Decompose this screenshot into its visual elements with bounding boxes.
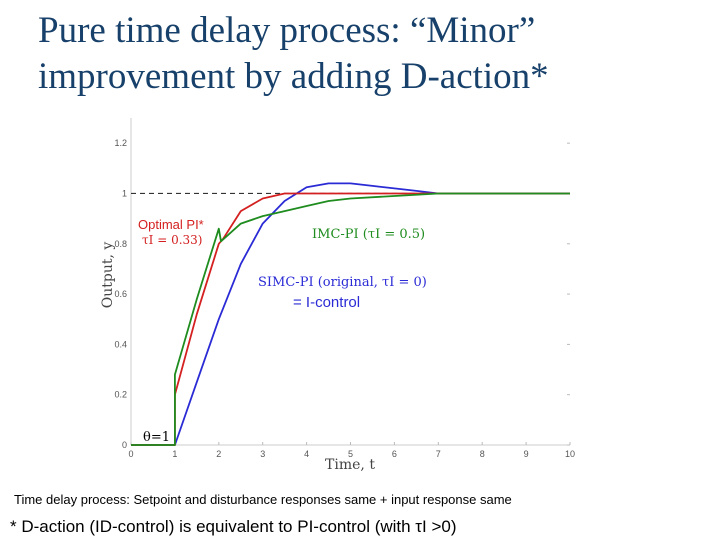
y-tick-label: 0.8 <box>114 239 127 249</box>
series-line-1 <box>131 192 570 446</box>
footnote: * D-action (ID-control) is equivalent to… <box>10 517 457 536</box>
x-tick-label: 4 <box>304 449 309 459</box>
annotation-simc-pi: SIMC-PI (original, τI = 0) <box>258 275 427 290</box>
slide-title: Pure time delay process: “Minor” improve… <box>38 8 698 100</box>
slide-title-line-1: Pure time delay process: “Minor” <box>38 10 536 51</box>
series-line-2 <box>131 192 570 446</box>
annotation-optimal-pi-tau: τI = 0.33) <box>142 233 202 247</box>
slide-title-line-2: improvement by adding D-action* <box>38 56 549 97</box>
annotation-optimal-pi: Optimal PI* <box>138 217 204 232</box>
y-tick-label: 1.2 <box>114 138 127 148</box>
y-tick-label: 0.6 <box>114 289 127 299</box>
x-tick-label: 5 <box>348 449 353 459</box>
x-tick-label: 10 <box>565 449 575 459</box>
annotation-imc-pi: IMC-PI (τI = 0.5) <box>312 227 425 242</box>
x-tick-label: 6 <box>392 449 397 459</box>
y-tick-label: 0.2 <box>114 390 127 400</box>
x-tick-label: 1 <box>172 449 177 459</box>
annotation-theta: θ=1 <box>143 430 170 445</box>
y-tick-label: 0 <box>122 440 127 450</box>
x-tick-label: 2 <box>216 449 221 459</box>
x-tick-label: 9 <box>524 449 529 459</box>
chart-caption: Time delay process: Setpoint and disturb… <box>14 492 512 507</box>
x-tick-label: 7 <box>436 449 441 459</box>
y-tick-label: 1 <box>122 188 127 198</box>
x-axis-label: Time, t <box>325 457 375 473</box>
x-tick-label: 3 <box>260 449 265 459</box>
x-tick-label: 0 <box>128 449 133 459</box>
y-axis-label: Output, y <box>100 242 116 309</box>
y-tick-label: 0.4 <box>114 339 127 349</box>
annotation-i-control: = I-control <box>293 294 360 311</box>
x-tick-label: 8 <box>480 449 485 459</box>
